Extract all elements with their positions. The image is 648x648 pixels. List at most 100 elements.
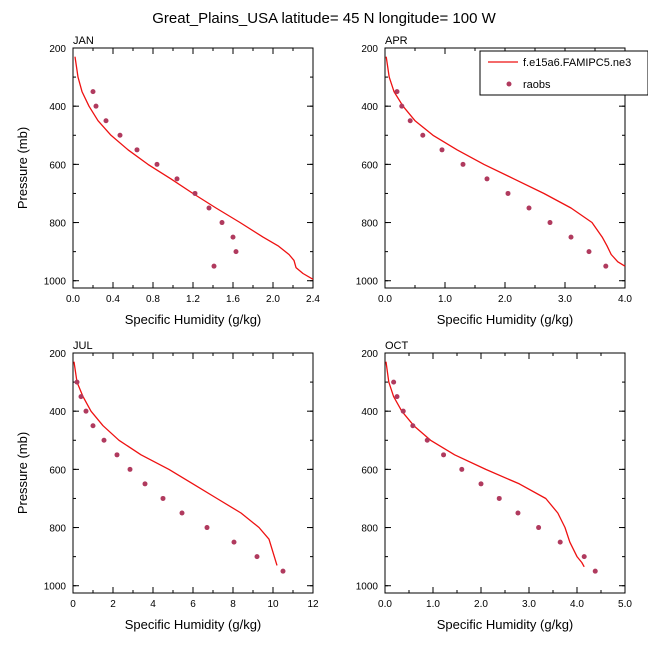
x-tick-label: 2.4 [306,294,320,305]
x-axis-label: Specific Humidity (g/kg) [125,617,262,632]
raobs-point [394,394,400,400]
x-tick-label: 2.0 [498,294,512,305]
y-tick-label: 1000 [356,277,379,288]
x-tick-label: 1.0 [438,294,452,305]
y-tick-label: 800 [49,219,66,230]
legend-box [479,50,648,96]
panel-jan: 0.0 0.4 0.8 1.2 1.6 2.0 2.4 200 400 600 800 1000 JAN… [15,35,320,327]
raobs-point [142,481,148,487]
y-tick-label: 800 [361,524,378,535]
raobs-point [586,249,592,255]
x-tick-label: 2.0 [474,599,488,610]
x-tick-label: 4 [150,599,156,610]
panel-apr: 0.0 1.0 2.0 3.0 4.0 200 400 600 800 1000 APR Specif… [356,35,633,327]
raobs-point [478,481,484,487]
y-tick-label: 600 [361,160,378,171]
raobs-point [557,539,563,545]
y-tick-label: 400 [49,407,66,418]
y-tick-label: 200 [49,44,66,55]
raobs-point [90,89,96,95]
x-tick-label: 8 [230,599,236,610]
y-axis-label: Pressure (mb) [15,432,30,514]
x-tick-label: 10 [267,599,279,610]
raobs-point [496,495,502,501]
raobs-point [592,568,598,574]
panel-title: JUL [73,340,93,352]
raobs-point [127,466,133,472]
x-tick-label: 4.0 [618,294,632,305]
legend: f.e15a6.FAMIPC5.ne3 raobs [479,50,648,96]
y-tick-label: 600 [361,465,378,476]
y-tick-label: 600 [49,160,66,171]
x-tick-label: 12 [307,599,319,610]
raobs-point [90,423,96,429]
raobs-point [391,379,397,385]
raobs-point [231,539,237,545]
raobs-point [204,525,210,531]
x-tick-label: 0.0 [378,294,392,305]
raobs-point [394,89,400,95]
raobs-point [407,118,413,124]
raobs-point [568,234,574,240]
y-tick-label: 600 [49,465,66,476]
raobs-point [206,205,212,211]
model-line [73,361,278,566]
plot-frame [72,352,314,594]
legend-raobs-label: raobs [523,79,551,91]
x-axis-label: Specific Humidity (g/kg) [437,312,574,327]
legend-raobs-marker [506,81,512,87]
raobs-point [74,379,80,385]
raobs-point [93,103,99,109]
raobs-point [280,568,286,574]
x-tick-label: 2 [110,599,116,610]
raobs-point [254,554,260,560]
raobs-point [117,132,123,138]
y-tick-label: 400 [361,407,378,418]
raobs-point [547,220,553,226]
x-tick-label: 3.0 [522,599,536,610]
x-tick-label: 3.0 [558,294,572,305]
x-tick-label: 0.0 [378,599,392,610]
x-tick-label: 0.4 [106,294,120,305]
x-tick-label: 1.0 [426,599,440,610]
raobs-point [460,161,466,167]
raobs-point [410,423,416,429]
raobs-point [134,147,140,153]
panel-jul: 0 2 4 6 8 10 12 200 400 600 800 1000 JUL Specific Hum… [15,340,319,632]
panel-title: JAN [73,35,94,47]
y-tick-label: 1000 [356,582,379,593]
y-axis-label: Pressure (mb) [15,127,30,209]
panel-title: OCT [385,340,409,352]
x-tick-label: 0.8 [146,294,160,305]
raobs-point [420,132,426,138]
raobs-point [526,205,532,211]
y-tick-label: 1000 [44,582,67,593]
raobs-point [439,147,445,153]
x-tick-label: 0 [70,599,76,610]
y-tick-label: 400 [361,102,378,113]
raobs-point [154,161,160,167]
raobs-point [179,510,185,516]
x-tick-label: 5.0 [618,599,632,610]
plot-frame [384,352,626,594]
x-tick-label: 6 [190,599,196,610]
raobs-point [78,394,84,400]
raobs-point [103,118,109,124]
raobs-point [211,263,217,269]
figure-title: Great_Plains_USA latitude= 45 N longitud… [152,10,496,27]
raobs-point [505,190,511,196]
x-tick-label: 4.0 [570,599,584,610]
model-line [74,56,314,280]
raobs-point [484,176,490,182]
raobs-point [233,249,239,255]
y-tick-label: 400 [49,102,66,113]
y-tick-label: 200 [49,349,66,360]
raobs-point [114,452,120,458]
raobs-point [459,466,465,472]
y-tick-label: 200 [361,349,378,360]
raobs-point [441,452,447,458]
raobs-point [219,220,225,226]
raobs-point [581,554,587,560]
y-tick-label: 800 [361,219,378,230]
raobs-point [174,176,180,182]
